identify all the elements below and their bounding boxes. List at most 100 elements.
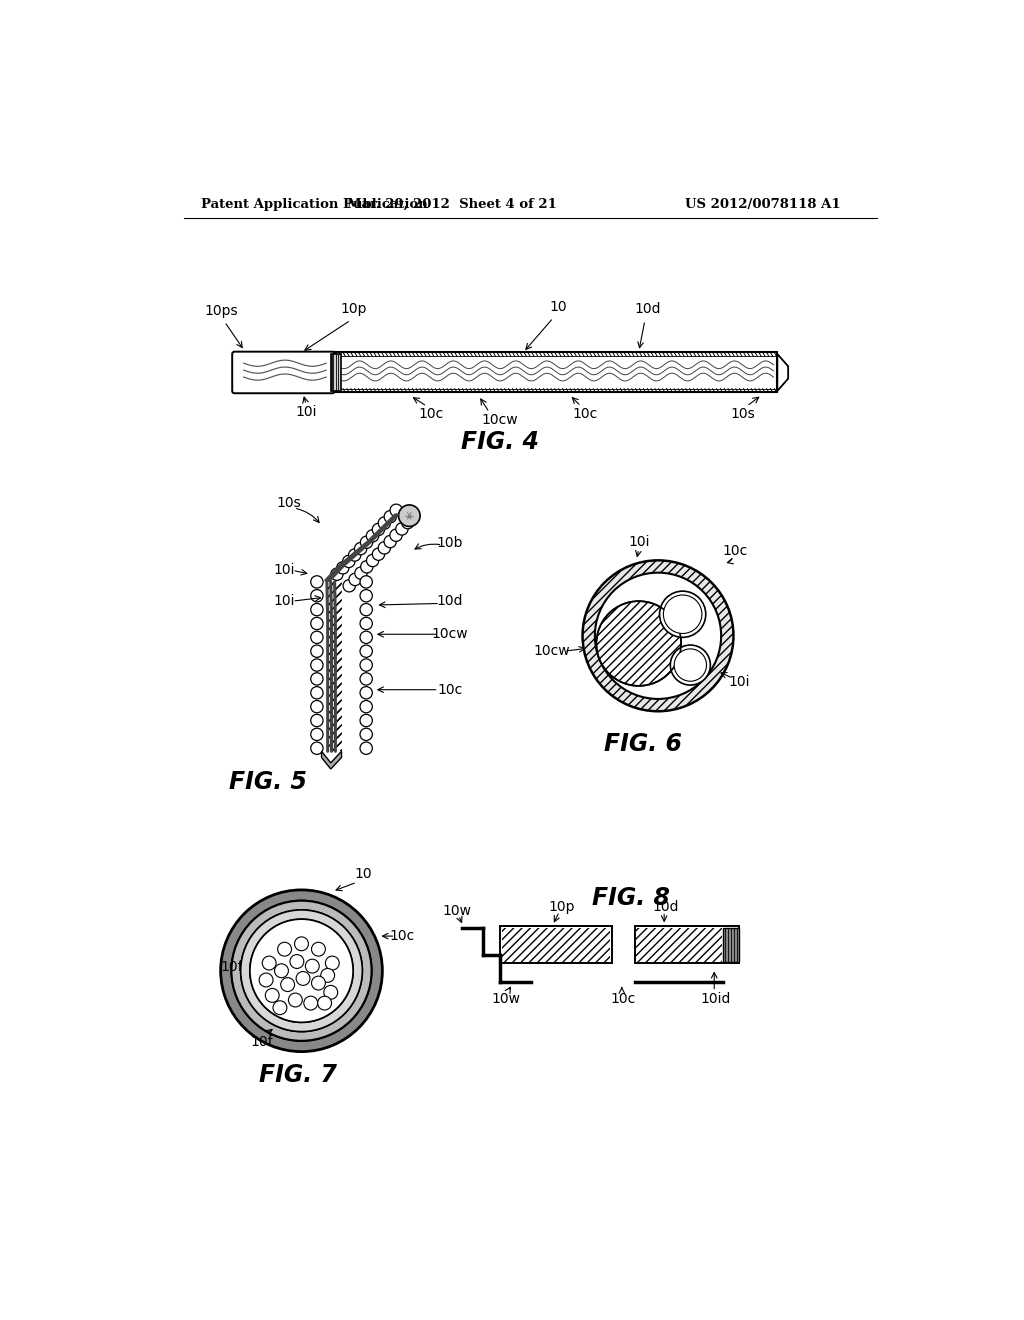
FancyBboxPatch shape [232,351,335,393]
Text: FIG. 7: FIG. 7 [259,1063,338,1086]
Text: 10id: 10id [700,993,731,1006]
Circle shape [360,603,373,616]
Text: 10cw: 10cw [534,644,570,659]
Circle shape [310,701,323,713]
Text: 10: 10 [549,300,566,314]
Circle shape [310,659,323,671]
Circle shape [360,561,373,573]
Text: 10c: 10c [722,544,748,558]
Circle shape [583,560,733,711]
Bar [328,581,342,751]
Text: 10c: 10c [390,929,415,942]
Circle shape [310,729,323,741]
Circle shape [281,978,295,991]
Circle shape [310,576,323,589]
Circle shape [262,956,276,970]
Text: 10i: 10i [728,675,750,689]
Circle shape [250,919,353,1022]
Circle shape [274,964,289,978]
Circle shape [595,573,721,700]
Circle shape [278,942,292,956]
Circle shape [378,517,390,529]
Circle shape [273,1001,287,1015]
Bar [332,354,341,391]
Text: 10cw: 10cw [432,627,468,642]
Circle shape [250,919,353,1022]
Circle shape [310,686,323,700]
Circle shape [310,645,323,657]
Circle shape [304,997,317,1010]
Text: 10: 10 [354,867,372,882]
Circle shape [378,541,390,554]
Text: FIG. 5: FIG. 5 [228,770,306,795]
Circle shape [398,506,420,527]
Circle shape [360,686,373,700]
Circle shape [290,954,304,969]
Bar [724,928,739,961]
Circle shape [310,618,323,630]
Circle shape [317,997,332,1010]
Text: FIG. 8: FIG. 8 [592,886,670,909]
Text: 10i: 10i [628,535,649,549]
Circle shape [671,645,711,685]
Circle shape [241,909,362,1032]
Circle shape [367,529,379,543]
Circle shape [310,673,323,685]
Text: 10p: 10p [341,302,368,317]
Circle shape [360,659,373,671]
Circle shape [324,985,338,999]
Circle shape [390,529,402,541]
Circle shape [310,742,323,755]
Text: 10i: 10i [273,564,295,577]
Bar [333,352,777,392]
Text: 10d: 10d [652,900,679,913]
Text: 10s: 10s [276,496,301,511]
Circle shape [401,516,414,529]
Circle shape [373,548,385,560]
Circle shape [241,909,362,1032]
Text: Patent Application Publication: Patent Application Publication [202,198,428,211]
Circle shape [360,742,373,755]
Circle shape [295,937,308,950]
Circle shape [360,714,373,726]
Polygon shape [777,354,788,391]
Circle shape [360,673,373,685]
Text: 10w: 10w [442,904,471,917]
Circle shape [343,556,355,568]
Text: 10c: 10c [418,407,443,421]
Circle shape [348,549,360,561]
Bar [500,927,611,964]
Text: 10d: 10d [635,302,662,317]
Circle shape [311,975,326,990]
Circle shape [360,618,373,630]
Circle shape [384,511,396,523]
Circle shape [321,969,335,982]
Text: 10s: 10s [730,407,755,421]
Circle shape [360,729,373,741]
Circle shape [384,536,396,548]
Text: 10p: 10p [549,900,575,913]
Circle shape [326,956,339,970]
Bar [328,581,342,751]
Circle shape [349,573,361,586]
Circle shape [360,645,373,657]
Circle shape [310,714,323,726]
Text: 10d: 10d [437,594,463,609]
Bar [637,928,722,961]
Circle shape [367,554,379,566]
Text: US 2012/0078118 A1: US 2012/0078118 A1 [685,198,841,211]
Bar [329,581,341,751]
Text: 10c: 10c [572,407,597,421]
Text: Mar. 29, 2012  Sheet 4 of 21: Mar. 29, 2012 Sheet 4 of 21 [347,198,557,211]
Text: 10i: 10i [273,594,295,609]
Circle shape [360,536,373,548]
Circle shape [259,973,273,987]
Circle shape [674,649,707,681]
Circle shape [360,590,373,602]
Circle shape [659,591,706,638]
Text: 10w: 10w [492,993,521,1006]
Circle shape [390,504,402,516]
Circle shape [360,631,373,644]
Circle shape [373,523,385,536]
Circle shape [310,603,323,616]
